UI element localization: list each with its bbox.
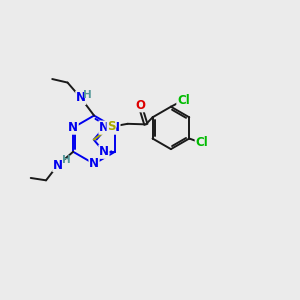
Text: Cl: Cl bbox=[177, 94, 190, 107]
Text: H: H bbox=[62, 155, 70, 165]
Text: Cl: Cl bbox=[195, 136, 208, 149]
Text: N: N bbox=[68, 121, 78, 134]
Text: S: S bbox=[107, 120, 116, 133]
Text: O: O bbox=[135, 99, 145, 112]
Text: N: N bbox=[53, 158, 63, 172]
Text: N: N bbox=[99, 121, 109, 134]
Text: H: H bbox=[83, 90, 92, 100]
Text: N: N bbox=[99, 145, 109, 158]
Text: N: N bbox=[110, 121, 120, 134]
Text: N: N bbox=[89, 157, 99, 170]
Text: N: N bbox=[76, 92, 86, 104]
